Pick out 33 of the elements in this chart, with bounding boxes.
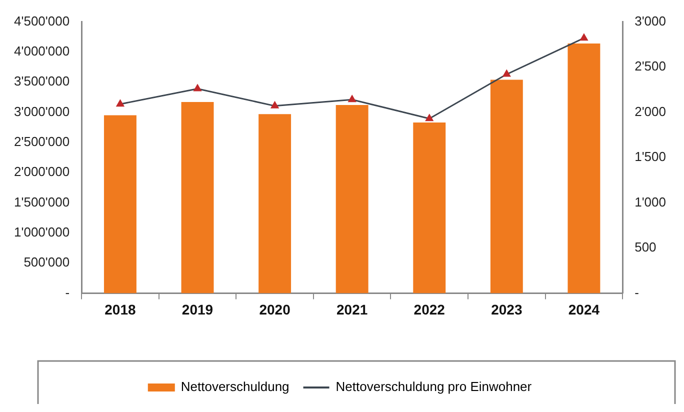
bar — [336, 105, 368, 294]
y2-tick-label: - — [634, 284, 639, 300]
y-tick-label: 2'000'000 — [14, 164, 70, 180]
y-tick-label: 1'500'000 — [14, 194, 70, 210]
y2-tick-label: 2'000 — [634, 104, 666, 119]
bar — [258, 114, 292, 294]
bar — [181, 102, 214, 294]
x-tick-label: 2019 — [182, 301, 214, 318]
bar — [490, 80, 523, 294]
legend-label: Nettoverschuldung — [180, 379, 290, 394]
bar — [568, 44, 600, 294]
x-tick-label: 2023 — [491, 301, 522, 318]
y2-tick-label: 2'500 — [634, 58, 666, 74]
y-tick-label: 2'500'000 — [14, 134, 70, 149]
y2-tick-label: 3'000 — [634, 13, 666, 28]
x-tick-label: 2018 — [104, 301, 136, 318]
y-tick-label: 500'000 — [24, 254, 70, 270]
x-tick-label: 2022 — [414, 301, 446, 318]
y-tick-label: - — [65, 284, 70, 300]
y2-tick-label: 500 — [634, 240, 656, 255]
y-tick-label: 3'500'000 — [14, 74, 70, 89]
y2-tick-label: 1'500 — [634, 149, 666, 164]
y2-tick-label: 1'000 — [634, 194, 666, 210]
bar — [413, 122, 446, 294]
x-tick-label: 2021 — [336, 301, 368, 318]
y-tick-label: 4'500'000 — [14, 13, 70, 28]
x-tick-label: 2020 — [259, 301, 291, 318]
y-tick-label: 4'000'000 — [14, 44, 70, 59]
x-tick-label: 2024 — [568, 301, 600, 318]
y-tick-label: 1'000'000 — [14, 224, 70, 240]
y-tick-label: 3'000'000 — [14, 104, 70, 119]
bar — [104, 115, 136, 294]
legend-label: Nettoverschuldung pro Einwohner — [336, 379, 532, 394]
